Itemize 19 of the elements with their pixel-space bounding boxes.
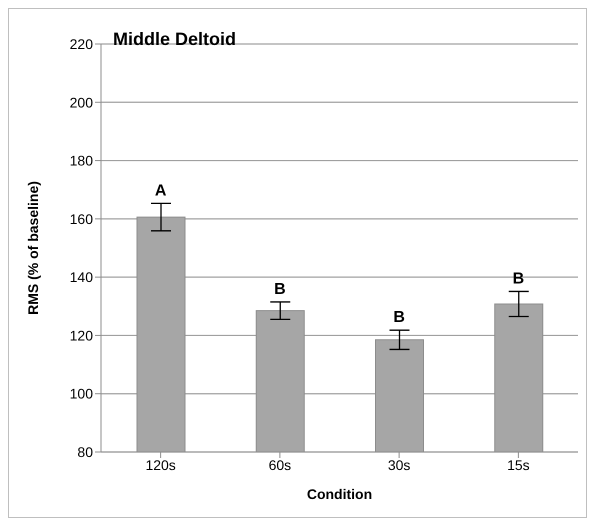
y-tick-label: 140: [70, 269, 94, 286]
y-tick-label: 180: [70, 152, 94, 169]
annotation: A: [154, 182, 167, 200]
y-axis-title: RMS (% of baseline): [24, 181, 41, 315]
x-tick-label: 60s: [268, 456, 292, 473]
annotation: B: [274, 280, 286, 298]
annotation: B: [393, 309, 405, 326]
y-tick-label: 220: [70, 36, 94, 52]
annotation: B: [512, 270, 524, 288]
chart-title: Middle Deltoid: [113, 29, 236, 50]
y-tick-label: 160: [70, 210, 94, 227]
y-tick-label: 200: [70, 94, 94, 110]
x-tick-label: 15s: [507, 456, 530, 473]
y-tick-label: 100: [70, 386, 94, 402]
x-tick-label: 30s: [388, 456, 410, 473]
y-tick-label: 80: [77, 444, 94, 460]
y-tick-label: 120: [70, 327, 94, 344]
x-tick-label: 120s: [145, 456, 176, 473]
x-axis-title: Condition: [306, 486, 372, 502]
